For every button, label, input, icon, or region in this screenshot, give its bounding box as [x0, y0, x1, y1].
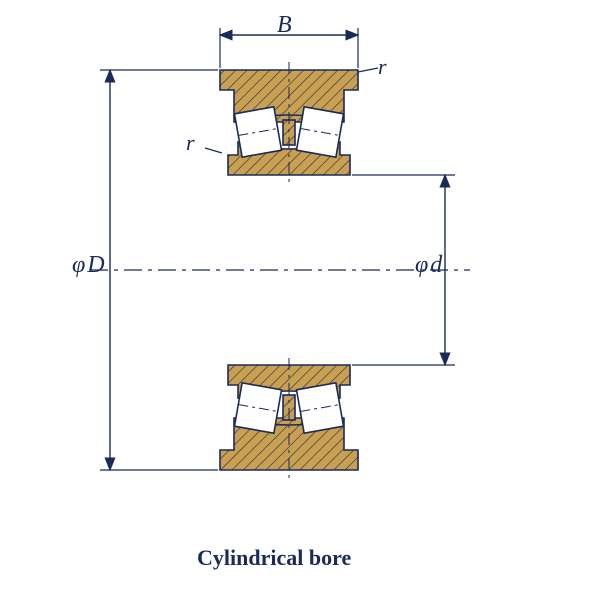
- label-r-outer: r: [378, 54, 387, 80]
- label-r-inner: r: [186, 130, 195, 156]
- bearing-diagram: [0, 0, 600, 600]
- leader-r1: [358, 68, 378, 72]
- label-B: B: [277, 12, 292, 39]
- roller-top-right: [296, 107, 343, 157]
- label-D: D: [72, 252, 105, 279]
- roller-top-left: [234, 107, 281, 157]
- roller-bottom-right: [296, 383, 343, 433]
- label-d: d: [415, 252, 442, 279]
- leader-r2: [205, 148, 222, 153]
- roller-bottom-left: [234, 383, 281, 433]
- diagram-title: Cylindrical bore: [197, 545, 351, 571]
